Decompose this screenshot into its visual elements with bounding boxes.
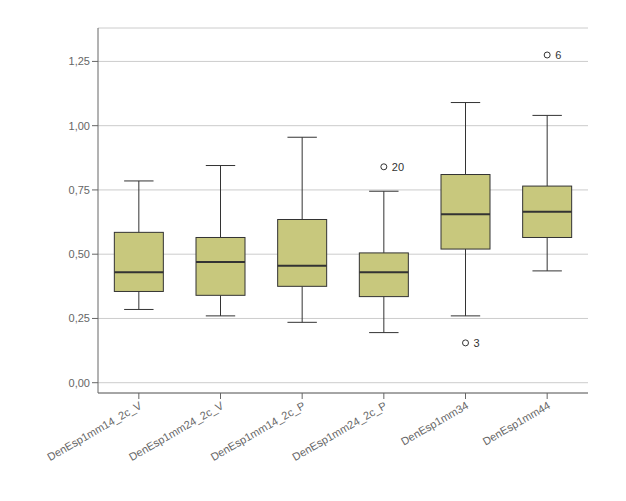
svg-text:0,25: 0,25: [69, 312, 90, 324]
svg-text:DenEsp1mm14_2c_P: DenEsp1mm14_2c_P: [208, 399, 308, 463]
svg-text:DenEsp1mm44: DenEsp1mm44: [480, 399, 552, 447]
svg-text:DenEsp1mm14_2c_V: DenEsp1mm14_2c_V: [45, 399, 144, 463]
svg-text:DenEsp1mm24_2c_V: DenEsp1mm24_2c_V: [126, 399, 226, 463]
svg-text:1,00: 1,00: [69, 120, 90, 132]
svg-text:0,00: 0,00: [69, 377, 90, 389]
svg-text:DenEsp1mm34: DenEsp1mm34: [399, 399, 471, 447]
svg-text:0,50: 0,50: [69, 248, 90, 260]
svg-text:DenEsp1mm24_2c_P: DenEsp1mm24_2c_P: [290, 399, 389, 463]
svg-text:1,25: 1,25: [69, 55, 90, 67]
svg-text:20: 20: [392, 161, 404, 173]
svg-text:0,75: 0,75: [69, 184, 90, 196]
svg-text:6: 6: [555, 49, 561, 61]
svg-text:3: 3: [474, 337, 480, 349]
